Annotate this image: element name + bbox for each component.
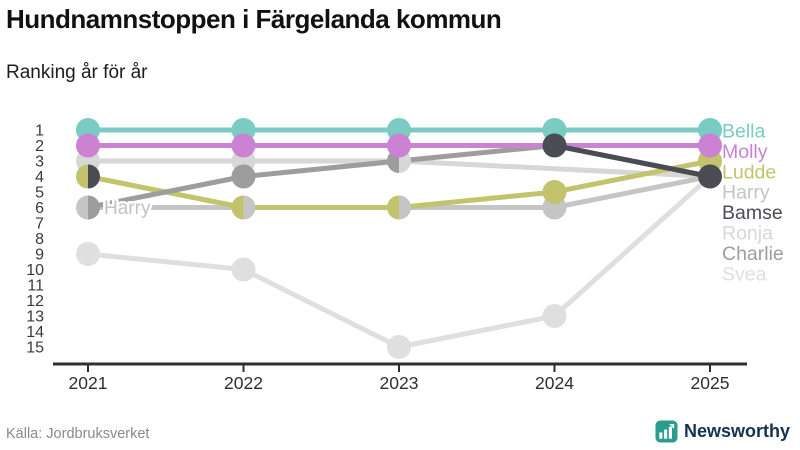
source-text: Källa: Jordbruksverket <box>6 426 150 442</box>
annotation-harry: Harry <box>104 198 151 219</box>
node-2022-rank4 <box>231 164 256 189</box>
series-line-svea <box>87 251 244 272</box>
series-line-ronja <box>398 158 711 179</box>
x-tick-label: 2021 <box>69 373 108 393</box>
y-tick-label: 6 <box>35 200 44 217</box>
node-2023-rank2 <box>387 133 411 158</box>
brand-logo[interactable]: Newsworthy <box>655 420 790 443</box>
y-tick-label: 3 <box>35 154 44 171</box>
series-line-charlie <box>243 158 400 179</box>
node-2023-rank15 <box>387 335 411 359</box>
y-tick-label: 4 <box>35 169 44 186</box>
x-tick-label: 2023 <box>380 373 419 393</box>
y-tick-label: 11 <box>27 278 44 295</box>
node-2022-rank6 <box>231 195 244 220</box>
chart-title: Hundnamnstoppen i Färgelanda kommun <box>6 4 502 34</box>
series-line-charlie <box>398 143 555 164</box>
node-2022-rank6 <box>243 195 256 220</box>
y-tick-label: 13 <box>26 309 44 326</box>
node-2021-rank9 <box>76 242 100 266</box>
y-tick-label: 2 <box>35 138 44 155</box>
legend-label-ludde: Ludde <box>722 161 776 183</box>
y-tick-label: 7 <box>35 216 44 233</box>
node-2024-rank5 <box>542 180 567 204</box>
legend-label-harry: Harry <box>722 182 770 204</box>
legend-label-charlie: Charlie <box>722 243 784 265</box>
node-2021-rank4 <box>76 164 88 189</box>
node-2021-rank6 <box>76 195 88 220</box>
legend-label-molly: Molly <box>722 141 768 163</box>
x-tick-label: 2025 <box>691 373 730 393</box>
node-2024-rank13 <box>542 304 567 328</box>
y-tick-label: 1 <box>35 123 44 140</box>
legend-label-ronja: Ronja <box>722 223 773 245</box>
legend-label-svea: Svea <box>722 263 767 285</box>
node-2021-rank4 <box>88 164 101 189</box>
node-2023-rank6 <box>387 195 399 220</box>
node-2022-rank2 <box>231 133 256 158</box>
legend-label-bella: Bella <box>722 121 766 143</box>
legend-label-bamse: Bamse <box>722 202 783 224</box>
y-tick-label: 10 <box>26 262 44 279</box>
series-line-svea <box>398 313 555 350</box>
y-tick-label: 5 <box>35 185 44 202</box>
y-tick-label: 12 <box>26 293 44 310</box>
node-2025-rank4 <box>698 164 722 189</box>
brand-name: Newsworthy <box>683 421 790 441</box>
series-line-svea <box>242 267 401 350</box>
y-tick-label: 14 <box>26 324 44 341</box>
series-line-ludde <box>554 158 711 195</box>
y-tick-label: 9 <box>35 247 44 264</box>
node-2021-rank6 <box>88 195 101 220</box>
series-line-harry <box>554 174 711 210</box>
node-2025-rank2 <box>698 133 722 158</box>
series-line-ludde <box>398 189 555 210</box>
node-2022-rank10 <box>231 257 256 282</box>
x-tick-label: 2022 <box>224 373 263 393</box>
series-line-bamse <box>554 143 711 179</box>
node-2023-rank6 <box>399 195 411 220</box>
y-tick-label: 15 <box>26 340 44 357</box>
node-2024-rank2 <box>542 133 567 158</box>
chart-subtitle: Ranking år för år <box>6 62 148 83</box>
newsworthy-icon <box>655 420 678 443</box>
series-line-svea <box>552 174 712 318</box>
node-2021-rank2 <box>76 133 100 158</box>
series-line-charlie <box>87 174 244 210</box>
y-tick-label: 8 <box>35 231 44 248</box>
x-tick-label: 2024 <box>535 373 574 393</box>
